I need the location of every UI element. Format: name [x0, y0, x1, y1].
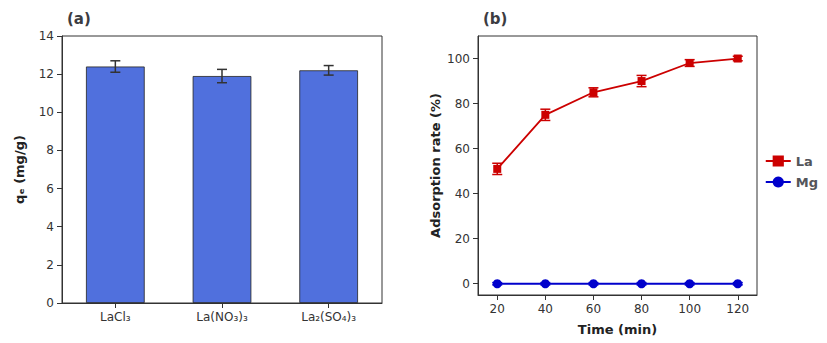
- svg-text:40: 40: [455, 187, 470, 201]
- svg-text:120: 120: [726, 302, 749, 316]
- svg-text:La: La: [796, 154, 813, 169]
- svg-text:10: 10: [39, 105, 54, 119]
- svg-text:Mg: Mg: [796, 175, 818, 190]
- svg-text:60: 60: [455, 142, 470, 156]
- svg-text:100: 100: [678, 302, 701, 316]
- svg-text:(b): (b): [483, 10, 507, 28]
- svg-text:12: 12: [39, 67, 54, 81]
- svg-text:20: 20: [455, 232, 470, 246]
- svg-text:qₑ (mg/g): qₑ (mg/g): [12, 135, 27, 204]
- svg-text:Time (min): Time (min): [578, 322, 657, 337]
- svg-text:6: 6: [46, 182, 54, 196]
- svg-text:14: 14: [39, 29, 54, 43]
- svg-text:0: 0: [46, 296, 54, 310]
- svg-text:La(NO₃)₃: La(NO₃)₃: [196, 310, 248, 324]
- svg-text:La₂(SO₄)₃: La₂(SO₄)₃: [301, 310, 356, 324]
- svg-text:60: 60: [586, 302, 601, 316]
- svg-text:40: 40: [538, 302, 553, 316]
- svg-text:80: 80: [634, 302, 649, 316]
- svg-text:80: 80: [455, 97, 470, 111]
- svg-text:0: 0: [462, 277, 470, 291]
- svg-text:8: 8: [46, 143, 54, 157]
- svg-text:(a): (a): [67, 10, 91, 28]
- svg-text:2: 2: [46, 258, 54, 272]
- svg-text:20: 20: [490, 302, 505, 316]
- svg-text:100: 100: [447, 52, 470, 66]
- svg-text:LaCl₃: LaCl₃: [100, 310, 131, 324]
- svg-text:4: 4: [46, 220, 54, 234]
- svg-text:Adsorption rate (%): Adsorption rate (%): [428, 93, 443, 238]
